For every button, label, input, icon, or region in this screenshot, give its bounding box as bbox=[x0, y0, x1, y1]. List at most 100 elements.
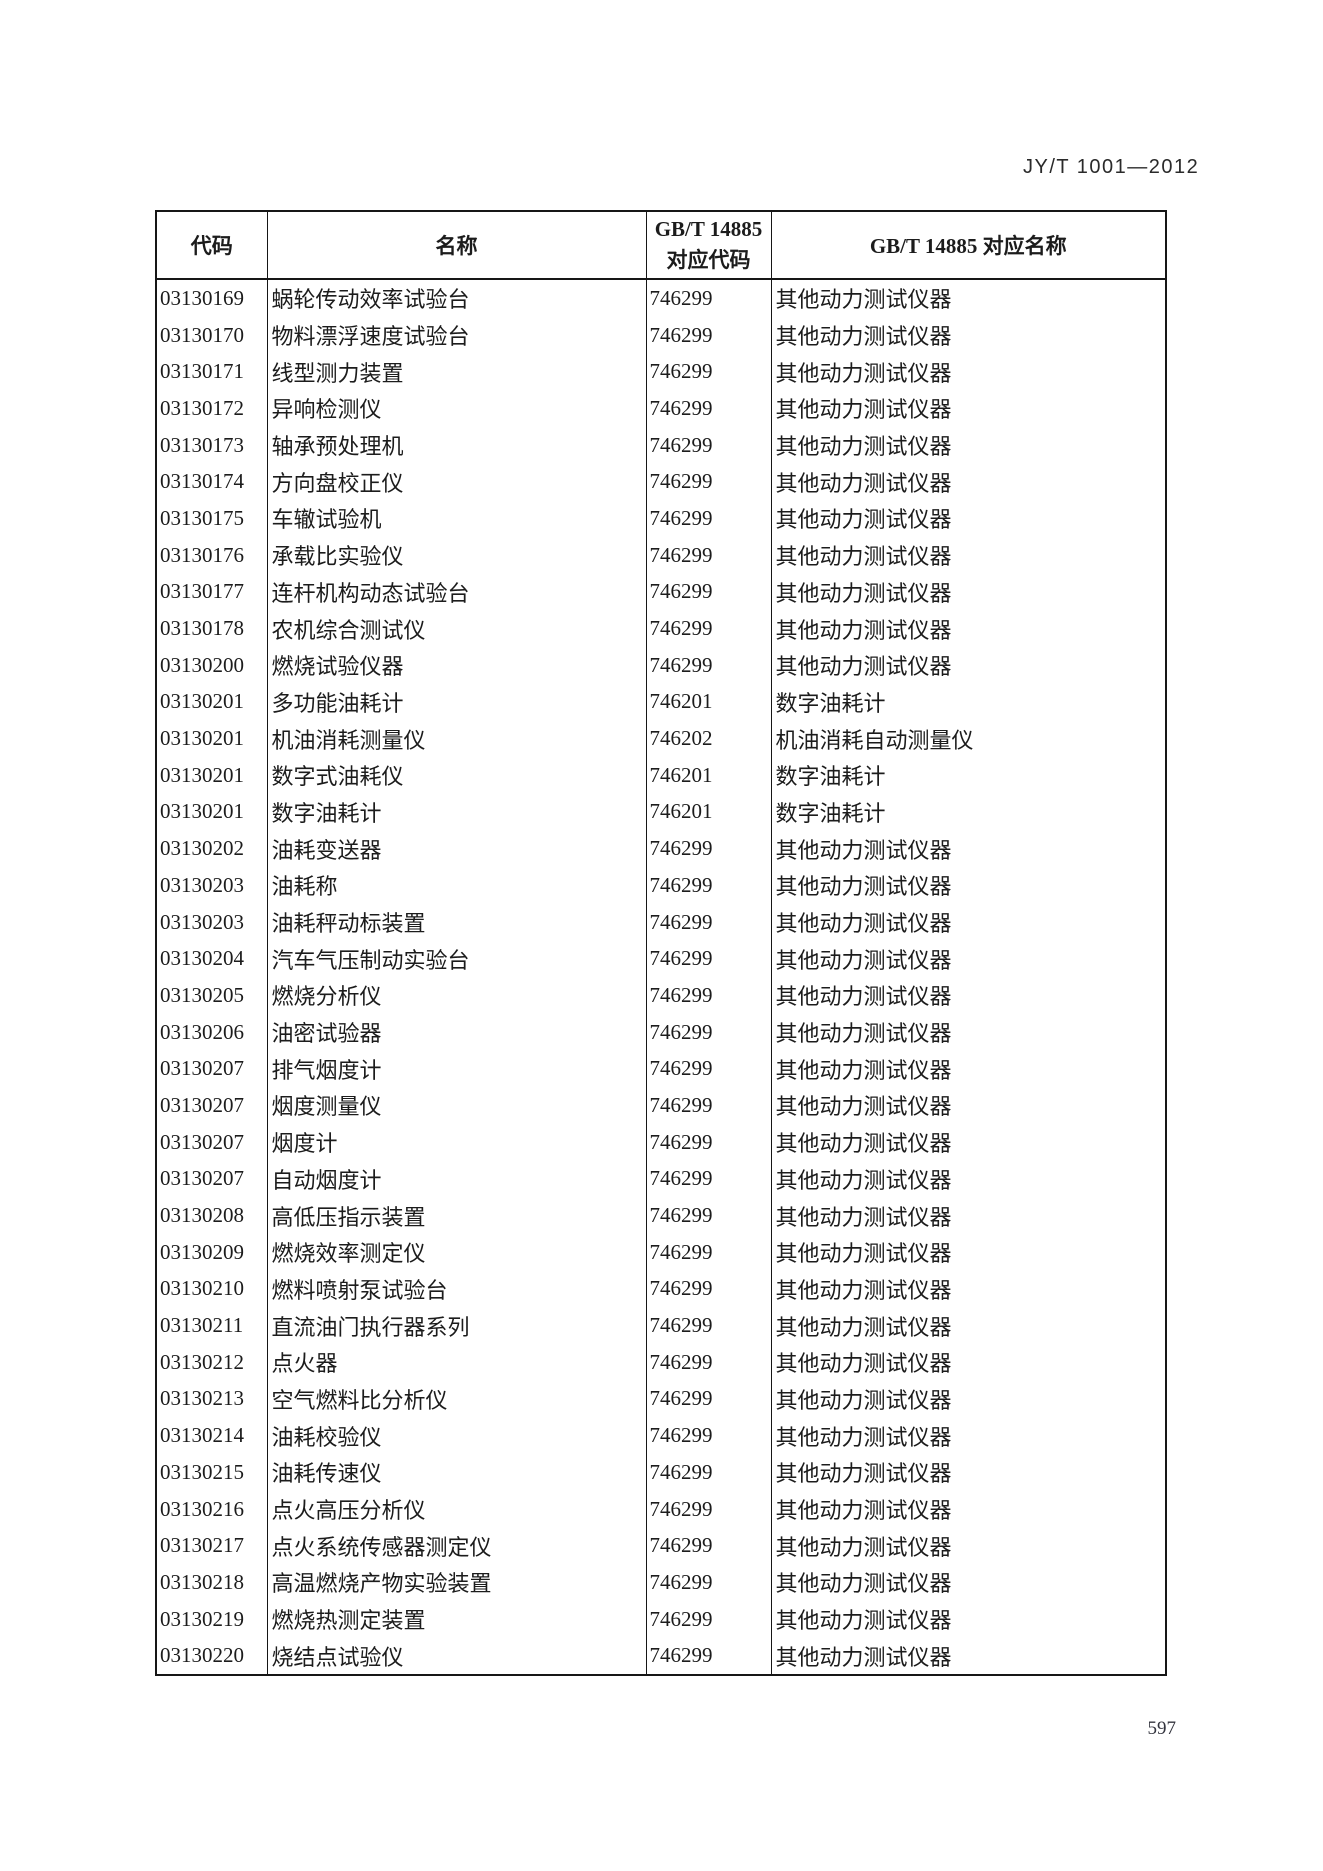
cell-gb-name: 数字油耗计 bbox=[770, 793, 1166, 831]
table-row: 03130208 高低压指示装置 746299 其他动力测试仪器 bbox=[156, 1197, 1166, 1234]
cell-gb-name: 其他动力测试仪器 bbox=[770, 1197, 1166, 1234]
cell-gb-name: 其他动力测试仪器 bbox=[770, 1417, 1166, 1454]
table-row: 03130202 油耗变送器 746299 其他动力测试仪器 bbox=[156, 830, 1166, 867]
table-row: 03130178 农机综合测试仪 746299 其他动力测试仪器 bbox=[156, 610, 1166, 647]
table-row: 03130212 点火器 746299 其他动力测试仪器 bbox=[156, 1343, 1166, 1381]
cell-gb-code: 746299 bbox=[645, 1454, 771, 1491]
table-row: 03130171 线型测力装置 746299 其他动力测试仪器 bbox=[156, 353, 1166, 391]
cell-name: 点火器 bbox=[266, 1343, 646, 1381]
table-row: 03130207 排气烟度计 746299 其他动力测试仪器 bbox=[156, 1050, 1166, 1088]
table-row: 03130215 油耗传速仪 746299 其他动力测试仪器 bbox=[156, 1454, 1166, 1491]
cell-gb-name: 其他动力测试仪器 bbox=[770, 1087, 1166, 1124]
cell-gb-code: 746299 bbox=[645, 1343, 771, 1381]
cell-gb-name: 其他动力测试仪器 bbox=[770, 1343, 1166, 1381]
table-row: 03130216 点火高压分析仪 746299 其他动力测试仪器 bbox=[156, 1490, 1166, 1528]
cell-gb-name: 其他动力测试仪器 bbox=[770, 610, 1166, 647]
cell-gb-name: 其他动力测试仪器 bbox=[770, 390, 1166, 427]
table-row: 03130201 多功能油耗计 746201 数字油耗计 bbox=[156, 683, 1166, 721]
cell-name: 油耗变送器 bbox=[266, 830, 646, 867]
cell-name: 排气烟度计 bbox=[266, 1050, 646, 1088]
table-row: 03130174 方向盘校正仪 746299 其他动力测试仪器 bbox=[156, 463, 1166, 501]
cell-code: 03130201 bbox=[160, 799, 244, 824]
cell-name: 烟度计 bbox=[266, 1123, 646, 1161]
cell-name: 承载比实验仪 bbox=[266, 536, 646, 574]
cell-code: 03130201 bbox=[160, 762, 244, 787]
cell-name: 油耗称 bbox=[266, 867, 646, 904]
table-row: 03130217 点火系统传感器测定仪 746299 其他动力测试仪器 bbox=[156, 1527, 1166, 1565]
cell-code: 03130207 bbox=[160, 1056, 244, 1081]
cell-code: 03130207 bbox=[160, 1129, 244, 1154]
header-gb-code-line2: 对应代码 bbox=[666, 248, 751, 272]
cell-name: 高低压指示装置 bbox=[266, 1197, 646, 1234]
cell-gb-code: 746299 bbox=[645, 1197, 771, 1234]
cell-gb-name: 其他动力测试仪器 bbox=[770, 1637, 1166, 1676]
cell-code: 03130207 bbox=[160, 1092, 244, 1117]
cell-code: 03130216 bbox=[160, 1496, 244, 1521]
table-row: 03130218 高温燃烧产物实验装置 746299 其他动力测试仪器 bbox=[156, 1564, 1166, 1601]
cell-gb-name: 数字油耗计 bbox=[770, 683, 1166, 721]
cell-gb-code: 746299 bbox=[645, 1160, 771, 1198]
header-gb-code: GB/T 14885 对应代码 bbox=[645, 211, 771, 280]
cell-name: 油耗传速仪 bbox=[266, 1454, 646, 1491]
cell-gb-name: 其他动力测试仪器 bbox=[770, 1270, 1166, 1308]
table-row: 03130209 燃烧效率测定仪 746299 其他动力测试仪器 bbox=[156, 1233, 1166, 1271]
cell-gb-code: 746299 bbox=[645, 1600, 771, 1638]
table-row: 03130211 直流油门执行器系列 746299 其他动力测试仪器 bbox=[156, 1307, 1166, 1344]
cell-gb-code: 746299 bbox=[645, 1013, 771, 1051]
cell-name: 物料漂浮速度试验台 bbox=[266, 316, 646, 354]
cell-name: 轴承预处理机 bbox=[266, 426, 646, 464]
cell-name: 燃料喷射泵试验台 bbox=[266, 1270, 646, 1308]
cell-code: 03130218 bbox=[160, 1569, 244, 1594]
cell-gb-name: 其他动力测试仪器 bbox=[770, 536, 1166, 574]
table-row: 03130201 数字式油耗仪 746201 数字油耗计 bbox=[156, 756, 1166, 794]
cell-name: 蜗轮传动效率试验台 bbox=[266, 279, 646, 317]
cell-name: 异响检测仪 bbox=[266, 390, 646, 427]
cell-name: 农机综合测试仪 bbox=[266, 610, 646, 647]
cell-name: 燃烧分析仪 bbox=[266, 977, 646, 1014]
cell-code: 03130202 bbox=[160, 836, 244, 861]
cell-gb-code: 746299 bbox=[645, 279, 771, 317]
cell-name: 点火高压分析仪 bbox=[266, 1490, 646, 1528]
table-row: 03130201 数字油耗计 746201 数字油耗计 bbox=[156, 793, 1166, 831]
header-gb-name: GB/T 14885 对应名称 bbox=[770, 211, 1166, 280]
cell-name: 点火系统传感器测定仪 bbox=[266, 1527, 646, 1565]
table-row: 03130207 自动烟度计 746299 其他动力测试仪器 bbox=[156, 1160, 1166, 1198]
cell-code: 03130214 bbox=[160, 1423, 244, 1448]
cell-code: 03130203 bbox=[160, 909, 244, 934]
cell-code: 03130215 bbox=[160, 1459, 244, 1484]
cell-name: 数字油耗计 bbox=[266, 793, 646, 831]
cell-gb-code: 746299 bbox=[645, 977, 771, 1014]
cell-gb-name: 其他动力测试仪器 bbox=[770, 867, 1166, 904]
cell-name: 方向盘校正仪 bbox=[266, 463, 646, 501]
table-row: 03130213 空气燃料比分析仪 746299 其他动力测试仪器 bbox=[156, 1380, 1166, 1418]
cell-gb-code: 746299 bbox=[645, 463, 771, 501]
cell-name: 数字式油耗仪 bbox=[266, 756, 646, 794]
cell-gb-name: 其他动力测试仪器 bbox=[770, 830, 1166, 867]
cell-code: 03130200 bbox=[160, 652, 244, 677]
cell-gb-code: 746201 bbox=[645, 683, 771, 721]
cell-code: 03130206 bbox=[160, 1019, 244, 1044]
table-body: 03130169 蜗轮传动效率试验台 746299 其他动力测试仪器 03130… bbox=[156, 279, 1166, 1676]
cell-gb-name: 其他动力测试仪器 bbox=[770, 316, 1166, 354]
cell-gb-name: 其他动力测试仪器 bbox=[770, 903, 1166, 941]
cell-gb-name: 数字油耗计 bbox=[770, 756, 1166, 794]
cell-code: 03130212 bbox=[160, 1349, 244, 1374]
table-row: 03130214 油耗校验仪 746299 其他动力测试仪器 bbox=[156, 1417, 1166, 1454]
table-row: 03130205 燃烧分析仪 746299 其他动力测试仪器 bbox=[156, 977, 1166, 1014]
cell-code: 03130175 bbox=[160, 505, 244, 530]
cell-gb-name: 其他动力测试仪器 bbox=[770, 1490, 1166, 1528]
cell-gb-name: 其他动力测试仪器 bbox=[770, 279, 1166, 317]
cell-gb-name: 其他动力测试仪器 bbox=[770, 463, 1166, 501]
table-header-row: 代码 名称 GB/T 14885 对应代码 GB/T 14885 对应名称 bbox=[156, 211, 1166, 280]
cell-code: 03130209 bbox=[160, 1239, 244, 1264]
cell-gb-name: 其他动力测试仪器 bbox=[770, 1527, 1166, 1565]
cell-gb-code: 746299 bbox=[645, 646, 771, 684]
cell-gb-code: 746299 bbox=[645, 1270, 771, 1308]
cell-gb-code: 746299 bbox=[645, 1380, 771, 1418]
cell-gb-code: 746299 bbox=[645, 940, 771, 978]
cell-name: 汽车气压制动实验台 bbox=[266, 940, 646, 978]
cell-code: 03130204 bbox=[160, 946, 244, 971]
table-row: 03130207 烟度测量仪 746299 其他动力测试仪器 bbox=[156, 1087, 1166, 1124]
table-row: 03130200 燃烧试验仪器 746299 其他动力测试仪器 bbox=[156, 646, 1166, 684]
table-row: 03130170 物料漂浮速度试验台 746299 其他动力测试仪器 bbox=[156, 316, 1166, 354]
